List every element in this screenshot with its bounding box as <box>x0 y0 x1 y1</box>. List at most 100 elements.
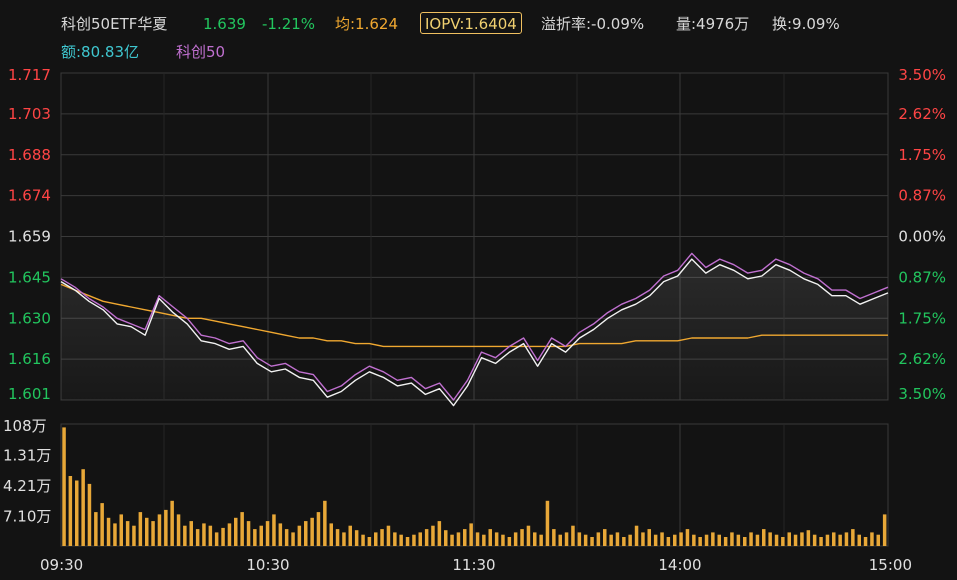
premium-rate: 溢折率:-0.09% <box>541 15 645 33</box>
volume-bar <box>234 517 238 546</box>
volume-bar <box>692 534 696 546</box>
volume-bar <box>291 532 295 546</box>
volume-bar <box>825 534 830 546</box>
volume-bar <box>494 532 499 546</box>
volume-bar <box>857 534 861 546</box>
volume-bar <box>685 529 690 546</box>
volume-bar <box>145 517 149 546</box>
volume-bar <box>62 427 66 546</box>
volume-bar <box>571 525 575 546</box>
volume-bar <box>552 529 556 546</box>
volume-bar <box>507 537 512 546</box>
volume-bar <box>183 525 187 546</box>
time-tick-label: 11:30 <box>452 556 495 574</box>
volume-bar <box>132 525 136 546</box>
percent-tick-label: 3.50% <box>898 66 946 84</box>
volume-bar <box>513 532 518 546</box>
volume-bar <box>348 525 352 546</box>
volume-bar <box>335 529 340 546</box>
time-tick-label: 10:30 <box>246 556 289 574</box>
volume-bar <box>94 512 98 546</box>
volume-bar <box>851 529 855 546</box>
percent-tick-label: 0.00% <box>898 228 946 246</box>
volume-bar <box>354 530 359 546</box>
volume-bar <box>793 534 798 546</box>
volume-bar <box>265 521 270 546</box>
volume-bar <box>698 537 702 546</box>
volume-bar <box>755 534 760 546</box>
volume-total: 量:4976万 <box>676 15 750 33</box>
volume-bar <box>81 469 85 546</box>
price-lines <box>60 252 889 407</box>
volume-bar <box>838 534 842 546</box>
price-tick-label: 1.659 <box>8 228 51 246</box>
volume-bar <box>444 530 448 546</box>
volume-bar <box>240 512 244 546</box>
volume-tick-label: 4.21万 <box>3 477 51 495</box>
volume-bar <box>526 525 531 546</box>
volume-bar <box>259 525 263 546</box>
volume-bar <box>176 514 181 546</box>
volume-bar <box>647 529 651 546</box>
volume-bar <box>603 529 607 546</box>
volume-bar <box>832 532 836 546</box>
volume-bar <box>768 532 772 546</box>
volume-bar <box>564 532 569 546</box>
price-tick-label: 1.674 <box>8 187 51 205</box>
percent-axis: 3.50% 2.62% 1.75% 0.87% 0.00% 0.87% 1.75% 2.62%… <box>898 66 946 403</box>
volume-bar <box>666 537 671 546</box>
volume-bar <box>463 529 467 546</box>
volume-bar <box>367 537 372 546</box>
volume-bar <box>844 532 849 546</box>
volume-bar <box>393 532 397 546</box>
volume-bar <box>374 532 378 546</box>
volume-bar <box>482 534 486 546</box>
price-tick-label: 1.688 <box>8 146 51 164</box>
volume-bar <box>762 529 766 546</box>
volume-bar <box>812 534 817 546</box>
volume-bar <box>329 523 333 546</box>
price-tick-label: 1.630 <box>8 309 51 327</box>
volume-bar <box>437 521 442 546</box>
volume-bar <box>870 532 874 546</box>
percent-tick-label: 0.87% <box>898 268 946 286</box>
time-tick-label: 14:00 <box>658 556 701 574</box>
volume-bar <box>863 537 868 546</box>
volume-bar <box>412 534 416 546</box>
volume-bar <box>125 521 130 546</box>
volume-bar <box>876 534 880 546</box>
volume-bar <box>272 514 276 546</box>
percent-tick-label: 0.87% <box>898 187 946 205</box>
volume-bar <box>704 534 709 546</box>
volume-bar <box>533 532 537 546</box>
volume-bar <box>323 500 327 546</box>
volume-bar <box>227 523 232 546</box>
price-tick-label: 1.717 <box>8 66 51 84</box>
volume-bar <box>634 525 639 546</box>
volume-bar <box>342 532 346 546</box>
security-name: 科创50ETF华夏 <box>61 15 168 33</box>
volume-bar <box>469 523 473 546</box>
amount-total: 额:80.83亿 <box>61 43 139 61</box>
volume-bar <box>278 523 283 546</box>
volume-bar <box>284 529 289 546</box>
percent-tick-label: 2.62% <box>898 350 946 368</box>
volume-bar <box>653 534 658 546</box>
volume-bar <box>774 534 779 546</box>
volume-bar <box>596 532 601 546</box>
price-axis: 1.717 1.703 1.688 1.674 1.659 1.645 1.630 1.616… <box>8 66 51 403</box>
volume-bar <box>380 529 384 546</box>
volume-bar <box>488 529 492 546</box>
volume-bar <box>743 537 747 546</box>
volume-bar <box>475 532 480 546</box>
volume-bar <box>157 514 162 546</box>
volume-bar <box>304 521 308 546</box>
volume-bar <box>246 521 251 546</box>
volume-bar <box>202 523 206 546</box>
average-price: 均:1.624 <box>335 15 398 33</box>
volume-bar <box>520 529 524 546</box>
volume-bar <box>723 537 728 546</box>
price-tick-label: 1.616 <box>8 350 51 368</box>
volume-bar <box>100 503 104 546</box>
